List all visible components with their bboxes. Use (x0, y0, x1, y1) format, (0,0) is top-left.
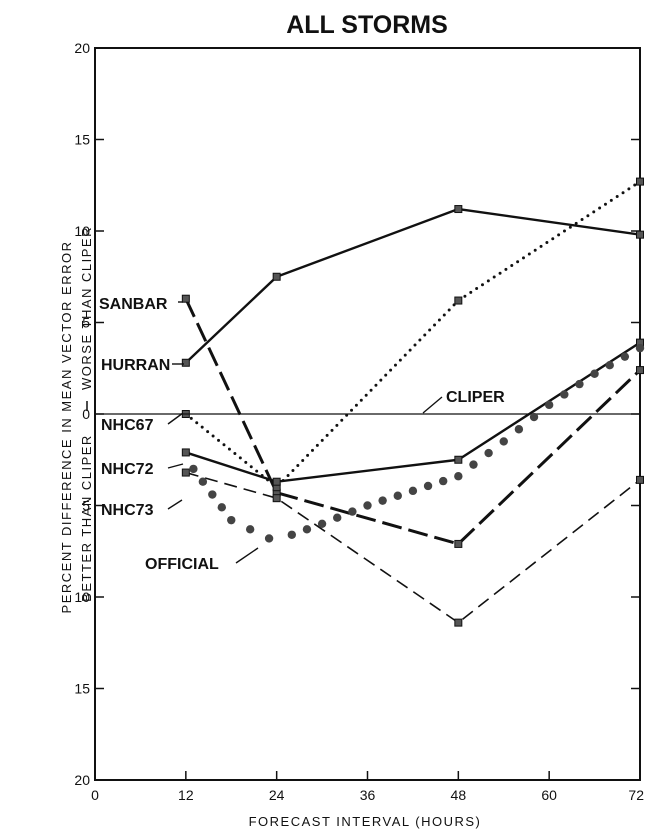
series-official-dot (469, 460, 478, 469)
series-official-dot (408, 486, 418, 496)
labels-layer: SANBAR HURRAN NHC67 CLIPER NHC72 NHC73 OFFICIA… (99, 296, 505, 573)
series-official-dot (333, 513, 342, 522)
series-nhc67-line (184, 180, 642, 489)
series-hurran-marker (181, 358, 190, 367)
series-hurran-marker (272, 272, 281, 281)
series-official-dot (575, 379, 584, 389)
y-tick-label: 0 (82, 406, 90, 422)
series-official-dot (423, 481, 433, 491)
series-official-dot (245, 525, 255, 534)
y-tick-label: 20 (74, 772, 90, 788)
series-sanbar-line (184, 298, 642, 546)
x-tick-label: 48 (451, 787, 467, 803)
series-official-dot (198, 477, 208, 486)
series-nhc72-marker (272, 477, 281, 486)
x-tick-label: 12 (178, 787, 194, 803)
series-official-dot (514, 425, 524, 434)
chart-title: ALL STORMS (286, 11, 448, 39)
series-hurran-marker (636, 230, 644, 239)
series-leader-nhc73 (167, 499, 183, 510)
series-official-dot (217, 503, 226, 512)
series-official-dot (635, 343, 645, 353)
series-official-dot (438, 476, 448, 486)
x-axis-label: FORECAST INTERVAL (HOURS) (249, 814, 482, 829)
series-leader-nhc72 (167, 463, 184, 469)
series-sanbar-marker (181, 294, 190, 303)
y-tick-label: 5 (82, 315, 90, 331)
series-sanbar-marker (636, 366, 644, 375)
series-official-dot (317, 519, 327, 528)
series-label-cliper: CLIPER (446, 389, 505, 406)
series-leader-official (235, 547, 259, 564)
series-leader-cliper (422, 396, 443, 414)
series-nhc72-line (185, 341, 641, 483)
series-label-nhc72: NHC72 (101, 461, 154, 478)
series-official-dot (454, 472, 463, 481)
series-sanbar-marker (454, 539, 463, 548)
series-official-dot (287, 530, 297, 539)
series-label-nhc73: NHC73 (101, 502, 154, 519)
y-axis-label-upper: PERCENT DIFFERENCE IN MEAN VECTOR ERROR (59, 241, 74, 614)
x-tick-label: 24 (269, 787, 285, 803)
series-nhc73-marker (181, 468, 190, 477)
x-tick-label: 36 (360, 787, 376, 803)
x-tick-label: 60 (541, 787, 557, 803)
series-official-dot (363, 501, 372, 510)
series-hurran-line (185, 207, 641, 364)
y-axis-label-better: BETTER THAN CLIPER (79, 434, 94, 602)
series-official-dot (605, 361, 614, 370)
series-nhc67-marker (636, 177, 644, 186)
series-nhc73-marker (272, 494, 281, 503)
y-tick-label: 10 (74, 589, 90, 605)
series-nhc73-marker (636, 475, 644, 484)
series-nhc72-marker (454, 455, 463, 464)
series-nhc73-line (185, 471, 641, 624)
series-official-dot (393, 491, 402, 500)
series-leader-nhc67 (167, 412, 184, 425)
series-official-dot (484, 448, 493, 458)
series-official-dot (348, 507, 357, 516)
series-layer (95, 177, 645, 627)
y-tick-label: 10 (74, 223, 90, 239)
series-nhc72-marker (181, 448, 190, 457)
series-official-dot (264, 534, 274, 543)
series-label-nhc67: NHC67 (101, 417, 154, 434)
y-tick-label: 20 (74, 40, 90, 56)
series-official-dot (208, 490, 217, 499)
y-tick-label: 5 (82, 498, 90, 514)
series-label-sanbar: SANBAR (99, 296, 168, 313)
ticks-layer: 0 12 24 36 48 60 72 20 15 10 5 0 5 10 15 20 (74, 40, 644, 803)
y-tick-label: 15 (74, 132, 90, 148)
x-tick-label: 0 (91, 787, 99, 803)
series-official-dot (529, 412, 539, 422)
series-official-dot (302, 525, 312, 534)
series-official-dot (560, 390, 569, 399)
series-official-dot (620, 352, 630, 361)
series-official-dot (227, 515, 236, 525)
series-official-dot (590, 369, 599, 378)
y-axis-label-worse: WORSE THAN CLIPER (79, 226, 94, 390)
x-tick-label: 72 (628, 787, 644, 803)
series-official-dot (189, 464, 198, 474)
series-official-dot (378, 496, 387, 505)
series-nhc67-marker (454, 296, 463, 305)
series-official-dot (499, 437, 508, 446)
y-tick-label: 15 (74, 681, 90, 697)
series-hurran-marker (454, 205, 463, 214)
series-nhc73-marker (454, 618, 463, 627)
series-label-official: OFFICIAL (145, 556, 219, 573)
series-label-hurran: HURRAN (101, 357, 170, 374)
series-official-dot (544, 400, 554, 410)
